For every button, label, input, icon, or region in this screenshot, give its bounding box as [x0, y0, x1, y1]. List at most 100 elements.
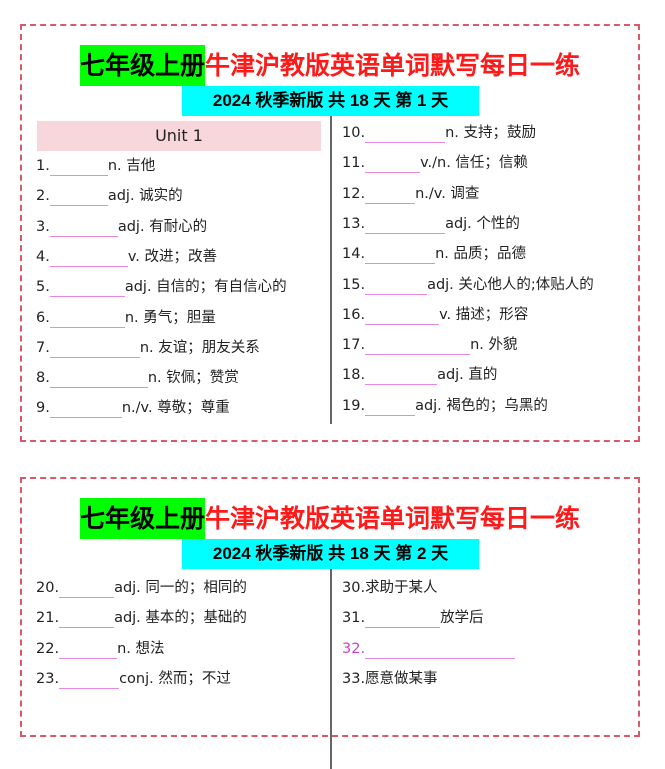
- answer-blank[interactable]: [49, 189, 108, 207]
- item-number: 3.: [36, 218, 50, 235]
- word-item: 2. adj. 诚实的: [36, 186, 183, 207]
- item-number: 1.: [36, 158, 50, 174]
- answer-blank[interactable]: [59, 672, 120, 689]
- answer-blank[interactable]: [365, 247, 436, 265]
- item-meaning: 放学后: [440, 610, 484, 627]
- item-meaning: adj. 有耐心的: [117, 218, 208, 235]
- item-number: 13.: [342, 215, 366, 232]
- subtitle: 2024 秋季新版 共 18 天 第 1 天: [182, 86, 479, 116]
- answer-blank[interactable]: [49, 371, 148, 389]
- worksheet-day-1: 七年级上册牛津沪教版英语单词默写每日一练 2024 秋季新版 共 18 天 第 …: [20, 24, 640, 442]
- item-meaning: v. 描述；形容: [439, 306, 529, 323]
- answer-blank[interactable]: [49, 159, 108, 176]
- item-meaning: adj. 直的: [437, 367, 498, 384]
- word-item: 21. adj. 基本的；基础的: [36, 608, 247, 629]
- word-item: 5. adj. 自信的；有自信心的: [36, 277, 287, 298]
- item-number: 5.: [36, 279, 50, 296]
- item-meaning: n./v. 尊敬；尊重: [121, 400, 230, 417]
- word-item: 18. adj. 直的: [342, 365, 498, 386]
- word-item: 15. adj. 关心他人的;体贴人的: [342, 275, 594, 295]
- word-item: 14. n. 品质；品德: [342, 244, 526, 265]
- item-number: 32.: [342, 640, 366, 657]
- word-item: 8. n. 钦佩；赞赏: [36, 368, 239, 389]
- word-item: 31. 放学后: [342, 608, 484, 629]
- answer-blank[interactable]: [49, 311, 125, 328]
- item-meaning: n. 外貌: [470, 337, 518, 354]
- answer-blank[interactable]: [365, 126, 446, 143]
- answer-blank[interactable]: [49, 220, 118, 237]
- word-item: 9. n./v. 尊敬；尊重: [36, 398, 230, 419]
- item-number: 6.: [36, 309, 50, 326]
- item-number: 8.: [36, 370, 50, 387]
- unit-header: Unit 1: [37, 121, 321, 151]
- item-meaning: n. 勇气；胆量: [124, 309, 216, 326]
- item-meaning: v. 改进；改善: [127, 248, 218, 265]
- title-highlight: 七年级上册: [79, 45, 205, 86]
- item-number: 19.: [342, 397, 366, 414]
- word-item: 33.愿意做某事: [342, 669, 438, 689]
- item-meaning: 愿意做某事: [365, 670, 438, 687]
- answer-blank[interactable]: [59, 611, 115, 629]
- item-meaning: adj. 同一的；相同的: [114, 580, 247, 596]
- answer-blank[interactable]: [365, 642, 516, 659]
- item-number: 11.: [342, 155, 366, 172]
- answer-blank[interactable]: [49, 401, 122, 419]
- word-item: 11. v./n. 信任；信赖: [342, 153, 528, 174]
- word-item: 10. n. 支持；鼓励: [342, 123, 536, 143]
- answer-blank[interactable]: [49, 250, 128, 267]
- sheet-title: 七年级上册牛津沪教版英语单词默写每日一练: [22, 45, 638, 86]
- item-number: 21.: [36, 610, 60, 627]
- subtitle: 2024 秋季新版 共 18 天 第 2 天: [182, 539, 479, 569]
- word-item: 6. n. 勇气；胆量: [36, 308, 216, 328]
- item-number: 22.: [36, 640, 60, 657]
- item-meaning: n. 想法: [117, 640, 165, 657]
- answer-blank[interactable]: [59, 642, 118, 659]
- item-number: 7.: [36, 339, 50, 356]
- item-number: 18.: [342, 367, 366, 384]
- title-main: 牛津沪教版英语单词默写每日一练: [205, 504, 581, 533]
- item-number: 10.: [342, 125, 366, 141]
- column-divider: [330, 116, 332, 424]
- title-main: 牛津沪教版英语单词默写每日一练: [205, 51, 581, 80]
- answer-blank[interactable]: [365, 368, 438, 386]
- answer-blank[interactable]: [365, 187, 416, 204]
- item-meaning: n. 钦佩；赞赏: [147, 370, 239, 387]
- item-meaning: n. 吉他: [107, 158, 156, 174]
- word-item: 22. n. 想法: [36, 639, 164, 659]
- word-item: 13. adj. 个性的: [342, 214, 520, 234]
- answer-blank[interactable]: [365, 308, 440, 325]
- answer-blank[interactable]: [365, 217, 446, 234]
- item-meaning: 求助于某人: [365, 580, 438, 596]
- word-item: 32.: [342, 639, 516, 659]
- word-item: 12. n./v. 调查: [342, 184, 479, 204]
- answer-blank[interactable]: [365, 399, 416, 416]
- word-item: 23. conj. 然而；不过: [36, 669, 231, 689]
- sheet-title: 七年级上册牛津沪教版英语单词默写每日一练: [22, 498, 638, 539]
- item-number: 33.: [342, 670, 366, 687]
- answer-blank[interactable]: [49, 341, 140, 358]
- word-item: 4. v. 改进；改善: [36, 247, 217, 267]
- item-meaning: n. 品质；品德: [435, 246, 526, 263]
- word-item: 19. adj. 褐色的；乌黑的: [342, 396, 548, 416]
- answer-blank[interactable]: [365, 611, 441, 629]
- answer-blank[interactable]: [59, 581, 115, 598]
- item-number: 16.: [342, 306, 366, 323]
- answer-blank[interactable]: [365, 156, 421, 174]
- word-item: 20. adj. 同一的；相同的: [36, 578, 247, 598]
- word-item: 17. n. 外貌: [342, 335, 518, 356]
- answer-blank[interactable]: [49, 280, 125, 298]
- item-number: 17.: [342, 337, 366, 354]
- answer-blank[interactable]: [365, 278, 428, 295]
- item-number: 30.: [342, 580, 366, 596]
- word-item: 16. v. 描述；形容: [342, 305, 528, 325]
- item-number: 2.: [36, 188, 50, 205]
- item-number: 14.: [342, 246, 366, 263]
- answer-blank[interactable]: [365, 338, 471, 356]
- item-number: 12.: [342, 185, 366, 202]
- item-meaning: adj. 褐色的；乌黑的: [415, 397, 548, 414]
- item-meaning: n. 友谊；朋友关系: [139, 339, 260, 356]
- item-meaning: conj. 然而；不过: [119, 670, 231, 687]
- item-meaning: n./v. 调查: [415, 185, 480, 202]
- item-meaning: adj. 个性的: [445, 215, 520, 232]
- word-item: 3. adj. 有耐心的: [36, 217, 207, 237]
